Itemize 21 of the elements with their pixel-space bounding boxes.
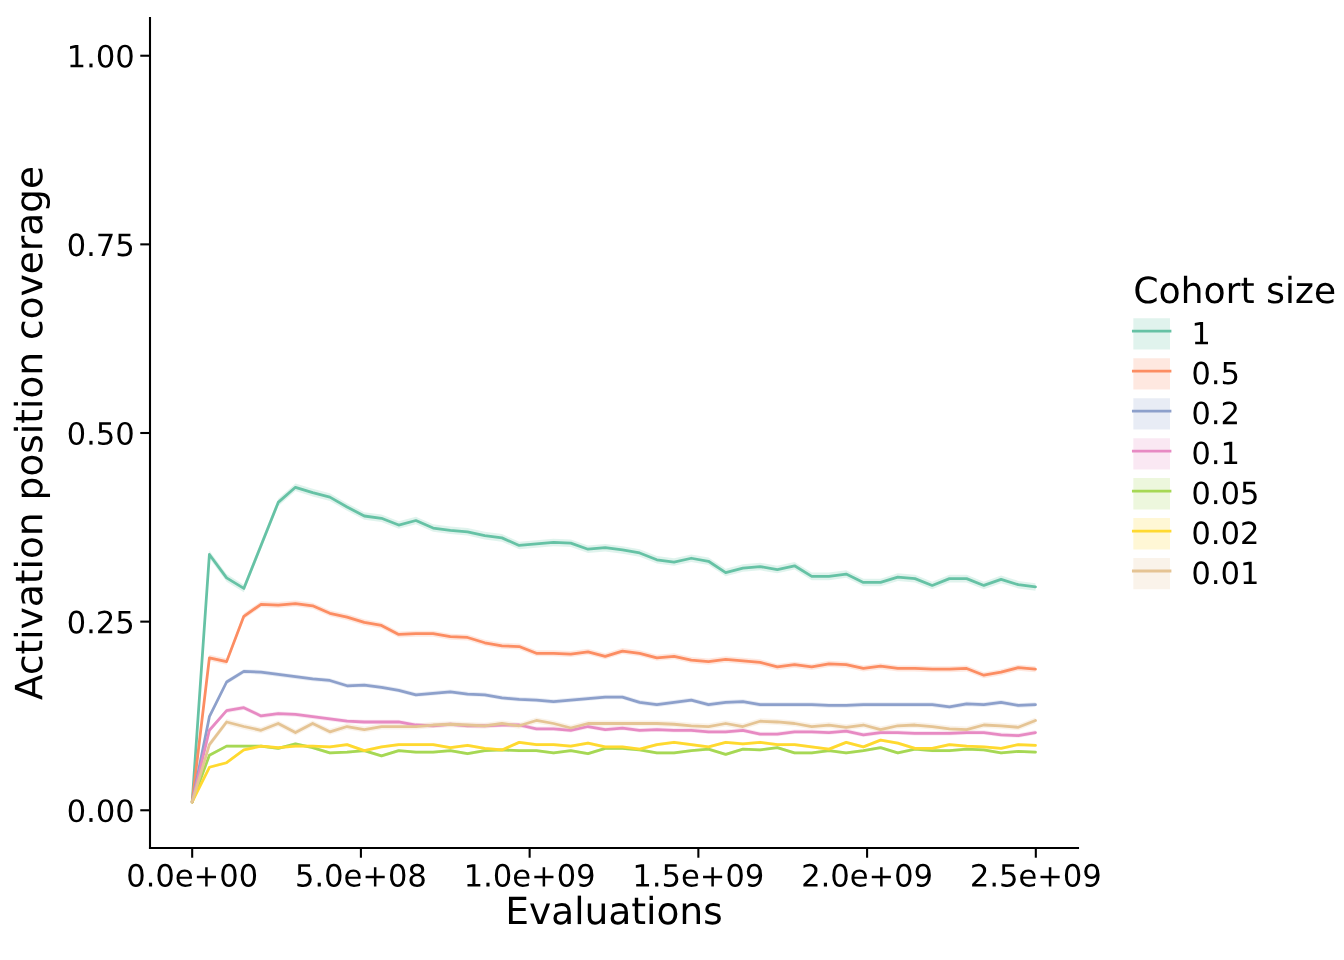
legend-label: 1 <box>1194 321 1209 345</box>
x-tick-label: 1.5e+09 <box>635 863 763 887</box>
x-tick-label: 1.0e+09 <box>467 863 594 887</box>
legend-label: 0.01 <box>1193 561 1257 585</box>
legend-label: 0.5 <box>1193 361 1238 385</box>
legend-label: 0.05 <box>1193 481 1257 505</box>
x-tick-label: 5.0e+08 <box>297 863 425 887</box>
y-tick-label: 0.00 <box>68 799 133 823</box>
x-tick-label: 2.5e+09 <box>972 863 1100 887</box>
y-axis-title: Activation position coverage <box>13 167 51 700</box>
legend-label: 0.1 <box>1193 441 1238 465</box>
legend-title: Cohort size <box>1135 275 1335 304</box>
x-tick-label: 0.0e+00 <box>128 863 257 887</box>
y-tick-label: 0.75 <box>68 233 133 257</box>
x-axis-title: Evaluations <box>508 895 721 925</box>
legend-label: 0.2 <box>1193 401 1237 425</box>
y-tick-label: 0.50 <box>68 421 133 446</box>
legend-label: 0.02 <box>1193 521 1257 545</box>
x-tick-label: 2.0e+09 <box>803 863 931 887</box>
y-tick-label: 0.25 <box>68 610 133 634</box>
y-tick-label: 1.00 <box>70 44 133 68</box>
